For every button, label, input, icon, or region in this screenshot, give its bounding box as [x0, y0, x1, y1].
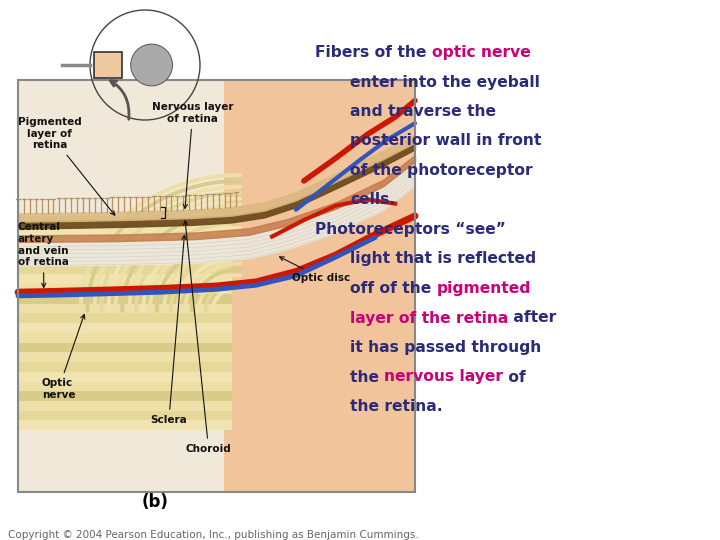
Bar — [18, 421, 233, 430]
Text: of: of — [503, 369, 526, 384]
Bar — [18, 284, 233, 294]
Text: layer of the retina: layer of the retina — [350, 310, 508, 326]
Text: the: the — [350, 369, 384, 384]
Text: off of the: off of the — [350, 281, 436, 296]
Bar — [94, 52, 122, 78]
Bar — [18, 226, 233, 235]
Bar — [18, 372, 233, 381]
Text: (b): (b) — [142, 493, 168, 511]
Bar — [18, 313, 233, 323]
Text: light that is reflected: light that is reflected — [350, 252, 536, 267]
Bar — [18, 265, 233, 274]
Bar — [18, 294, 233, 303]
Text: Fibers of the: Fibers of the — [315, 45, 432, 60]
Bar — [18, 274, 233, 284]
Text: of the photoreceptor: of the photoreceptor — [350, 163, 533, 178]
Bar — [18, 342, 233, 352]
Bar — [18, 392, 233, 401]
Bar — [18, 333, 233, 342]
Text: Copyright © 2004 Pearson Education, Inc., publishing as Benjamin Cummings.: Copyright © 2004 Pearson Education, Inc.… — [8, 530, 419, 540]
Text: after: after — [508, 310, 557, 326]
Text: Central
artery
and vein
of retina: Central artery and vein of retina — [18, 222, 69, 287]
Bar — [18, 381, 233, 391]
Bar — [18, 216, 233, 226]
Text: enter into the eyeball: enter into the eyeball — [350, 75, 540, 90]
Bar — [18, 245, 233, 255]
Bar — [18, 303, 233, 313]
Bar — [18, 323, 233, 333]
Polygon shape — [225, 80, 415, 492]
Bar — [18, 255, 233, 265]
Text: the retina.: the retina. — [350, 399, 443, 414]
Text: posterior wall in front: posterior wall in front — [350, 133, 541, 148]
Bar — [18, 362, 233, 372]
Text: Optic disc: Optic disc — [279, 257, 350, 283]
Text: optic nerve: optic nerve — [432, 45, 531, 60]
Circle shape — [131, 44, 173, 86]
Text: nervous layer: nervous layer — [384, 369, 503, 384]
Text: and traverse the: and traverse the — [350, 104, 496, 119]
Text: Choroid: Choroid — [184, 221, 231, 454]
Bar — [18, 80, 415, 492]
Text: Pigmented
layer of
retina: Pigmented layer of retina — [18, 117, 114, 215]
Text: Nervous layer
of retina: Nervous layer of retina — [152, 102, 233, 208]
Text: Photoreceptors “see”: Photoreceptors “see” — [315, 222, 506, 237]
Bar — [18, 411, 233, 421]
Bar — [18, 235, 233, 245]
Bar — [18, 352, 233, 362]
Text: Optic
nerve: Optic nerve — [42, 314, 85, 400]
Text: pigmented: pigmented — [436, 281, 531, 296]
Text: it has passed through: it has passed through — [350, 340, 541, 355]
Bar — [18, 80, 415, 492]
Bar — [18, 401, 233, 411]
Text: cells.: cells. — [350, 192, 395, 207]
Text: Sclera: Sclera — [150, 235, 187, 425]
